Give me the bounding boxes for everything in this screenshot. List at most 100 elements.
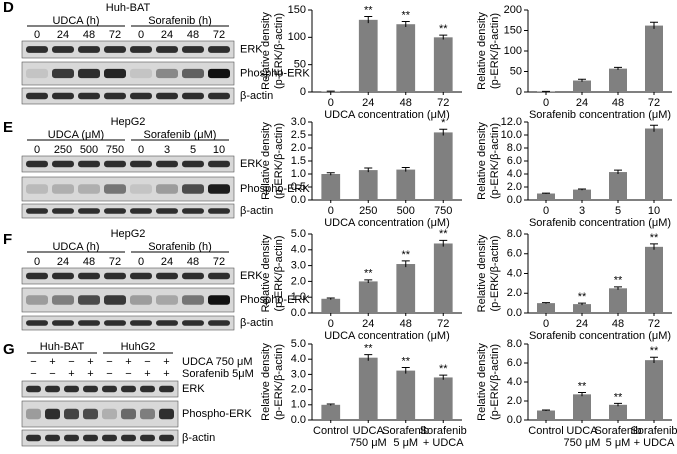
y-tick-label: 12.0 xyxy=(501,116,522,128)
blot-band xyxy=(208,46,230,53)
blot-band xyxy=(208,272,230,280)
lane-label: 24 xyxy=(57,29,69,41)
x-tick-label: 48 xyxy=(612,318,624,330)
significance-label: ** xyxy=(439,363,448,375)
blot-band xyxy=(208,160,230,168)
bar xyxy=(573,394,591,420)
lane-label: 750 xyxy=(106,144,124,156)
band-label: β-actin xyxy=(240,317,273,329)
x-axis-label: UDCA concentration (μM) xyxy=(324,217,450,229)
blot-band xyxy=(140,385,155,393)
y-tick-label: 6.0 xyxy=(507,357,522,369)
panel-letter: F xyxy=(3,231,12,248)
y-tick-label: 6.0 xyxy=(507,155,522,167)
y-axis-label: (p-ERK/β-actin) xyxy=(489,123,501,199)
significance-label: ** xyxy=(364,268,373,280)
blot-band xyxy=(130,68,152,79)
y-axis-label: (p-ERK/β-actin) xyxy=(273,123,285,199)
x-tick-label: 0 xyxy=(543,97,549,109)
lane-label: 500 xyxy=(80,144,98,156)
band-label: ERK xyxy=(240,270,263,282)
y-tick-label: 6.0 xyxy=(507,248,522,260)
x-tick-label: 750 xyxy=(434,205,452,217)
blot-band xyxy=(52,272,74,280)
lane-label: 48 xyxy=(187,256,199,268)
x-tick-label: 48 xyxy=(400,97,412,109)
bar xyxy=(433,37,453,92)
blot-band xyxy=(121,434,136,442)
error-bar xyxy=(326,297,335,300)
bar xyxy=(537,303,555,313)
band-label: ERK xyxy=(240,158,263,170)
treatment-sign: + xyxy=(68,368,74,380)
y-tick-label: 3.0 xyxy=(291,260,306,272)
bar xyxy=(609,68,627,92)
y-tick-label: 150 xyxy=(288,4,306,16)
lane-label: 72 xyxy=(109,29,121,41)
error-bar xyxy=(650,124,658,132)
blot-band xyxy=(208,320,230,326)
blot-band xyxy=(26,92,48,100)
blot-band xyxy=(102,408,117,420)
x-tick-label: 48 xyxy=(400,318,412,330)
x-axis-label: UDCA concentration (μM) xyxy=(324,330,450,342)
x-tick-label: 72 xyxy=(648,97,660,109)
lane-label: 24 xyxy=(57,256,69,268)
y-tick-label: 4.0 xyxy=(507,376,522,388)
y-axis-label: (p-ERK/β-actin) xyxy=(273,13,285,89)
y-tick-label: 8.0 xyxy=(507,142,522,154)
error-bar xyxy=(542,192,550,194)
error-bar xyxy=(401,260,410,268)
blot-band xyxy=(26,385,41,393)
bar xyxy=(396,370,416,420)
blot-band xyxy=(26,208,48,214)
blot-band xyxy=(140,434,155,442)
y-axis-label: Relative density xyxy=(260,234,272,312)
blot-band xyxy=(52,184,74,194)
treatment-sign: − xyxy=(68,356,74,368)
blot-band xyxy=(130,160,152,168)
bar xyxy=(358,170,378,200)
error-bar xyxy=(542,409,550,411)
blot-band xyxy=(159,385,174,393)
blot-band xyxy=(156,92,178,100)
blot-strip xyxy=(21,267,235,285)
blot-band xyxy=(130,295,152,305)
error-bar xyxy=(614,169,622,174)
treatment-sign: + xyxy=(144,368,150,380)
x-tick-label: UDCA 750 μM xyxy=(564,425,601,449)
significance-label: * xyxy=(441,117,446,129)
blot-band xyxy=(45,408,60,420)
bar xyxy=(645,246,663,313)
y-axis-label: (p-ERK/β-actin) xyxy=(489,13,501,89)
bar xyxy=(573,80,591,92)
treatment-label: UDCA 750 μM xyxy=(182,356,253,368)
x-tick-label: 72 xyxy=(437,318,449,330)
error-bar xyxy=(326,403,335,406)
lane-label: 0 xyxy=(34,144,40,156)
y-axis-label: Relative density xyxy=(260,343,272,421)
y-axis-label: Relative density xyxy=(476,122,488,200)
blot-band xyxy=(26,184,48,194)
y-tick-label: 3.0 xyxy=(291,116,306,128)
blot-band xyxy=(104,320,126,326)
y-tick-label: 2.0 xyxy=(291,275,306,287)
error-bar xyxy=(578,188,586,191)
lane-label: 0 xyxy=(34,29,40,41)
y-tick-label: 150 xyxy=(504,24,522,36)
band-label: Phospho-ERK xyxy=(240,67,310,79)
bar xyxy=(433,243,453,313)
x-axis-label: Sorafenib concentration (μM) xyxy=(529,109,671,121)
group-label: UDCA (μM) xyxy=(48,129,104,141)
y-tick-label: 0.0 xyxy=(291,307,306,319)
y-tick-label: 8.0 xyxy=(507,338,522,350)
error-bar xyxy=(364,279,373,283)
bar xyxy=(609,404,627,420)
blot-band xyxy=(52,320,74,326)
treatment-sign: + xyxy=(49,356,55,368)
blot-band xyxy=(104,272,126,280)
lane-label: 48 xyxy=(83,256,95,268)
y-tick-label: 4.0 xyxy=(291,353,306,365)
blot-band xyxy=(64,385,79,393)
